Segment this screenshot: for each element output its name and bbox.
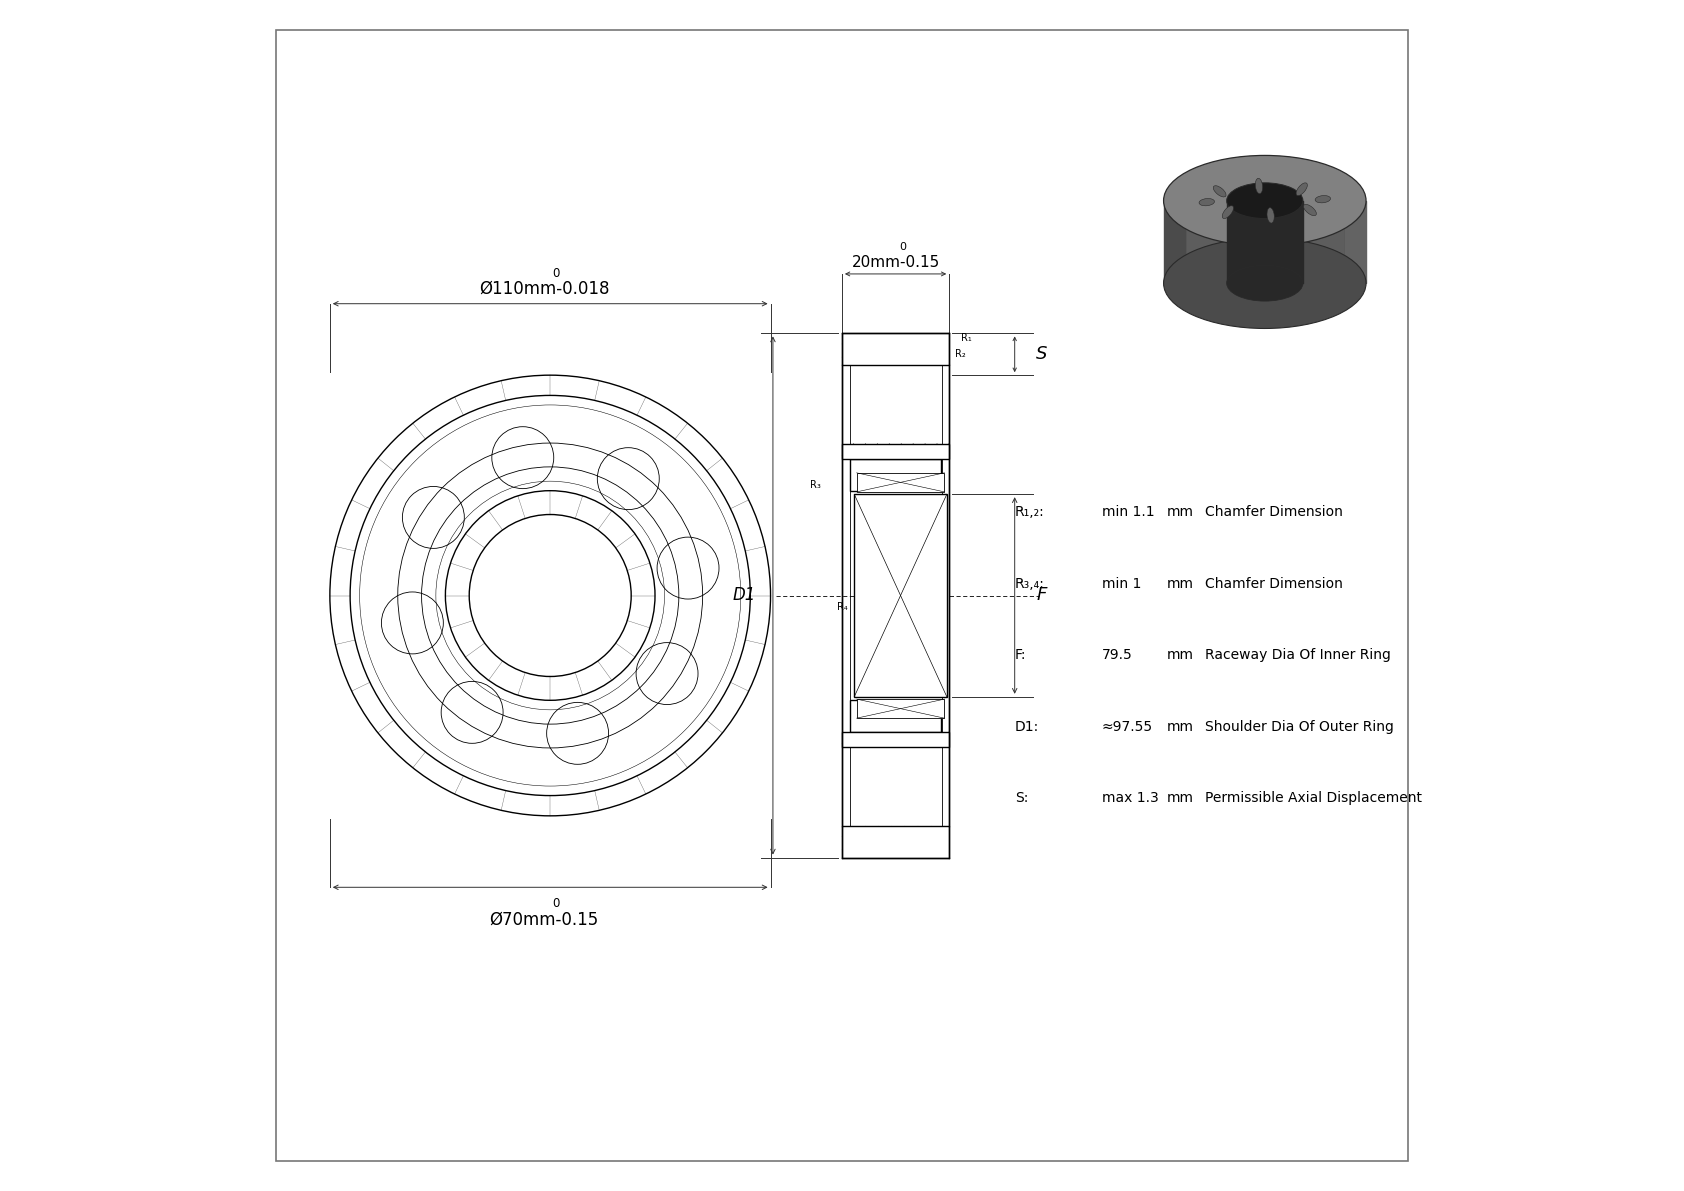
Text: D1: D1 (733, 586, 756, 605)
Text: Shoulder Dia Of Outer Ring: Shoulder Dia Of Outer Ring (1206, 719, 1394, 734)
Ellipse shape (1315, 195, 1330, 202)
Text: Chamfer Dimension: Chamfer Dimension (1206, 576, 1344, 591)
Text: 20mm-0.15: 20mm-0.15 (852, 255, 940, 270)
Text: R₄: R₄ (837, 603, 849, 612)
Ellipse shape (1255, 179, 1263, 194)
Text: mm: mm (1167, 505, 1194, 519)
Text: 0: 0 (552, 897, 559, 910)
Ellipse shape (1266, 207, 1275, 223)
Bar (850, 460, 941, 491)
Bar (842, 827, 950, 858)
Text: mm: mm (1167, 791, 1194, 805)
Text: 0: 0 (899, 243, 906, 252)
Text: D1:: D1: (1015, 719, 1039, 734)
Ellipse shape (1164, 156, 1366, 247)
Text: F: F (1036, 586, 1046, 605)
Ellipse shape (1297, 183, 1307, 195)
Text: Permissible Axial Displacement: Permissible Axial Displacement (1206, 791, 1423, 805)
Bar (857, 699, 945, 718)
Ellipse shape (1303, 205, 1317, 216)
Ellipse shape (1226, 182, 1303, 219)
Ellipse shape (1164, 238, 1366, 329)
Text: R₁: R₁ (962, 333, 972, 343)
Ellipse shape (1199, 199, 1214, 206)
Text: 79.5: 79.5 (1101, 648, 1132, 662)
Text: R₁,₂:: R₁,₂: (1015, 505, 1044, 519)
Bar (842, 731, 950, 748)
Text: max 1.3: max 1.3 (1101, 791, 1159, 805)
Bar (842, 333, 950, 364)
Bar (850, 700, 941, 731)
Text: min 1.1: min 1.1 (1101, 505, 1154, 519)
Bar (842, 443, 950, 460)
Ellipse shape (1223, 206, 1233, 218)
Text: R₂: R₂ (955, 349, 967, 358)
Bar (854, 494, 946, 697)
Text: mm: mm (1167, 648, 1194, 662)
Text: Chamfer Dimension: Chamfer Dimension (1206, 505, 1344, 519)
Text: mm: mm (1167, 719, 1194, 734)
Ellipse shape (1212, 186, 1226, 197)
Bar (857, 473, 945, 492)
Text: R₃,₄:: R₃,₄: (1015, 576, 1044, 591)
Ellipse shape (1226, 266, 1303, 301)
Text: Raceway Dia Of Inner Ring: Raceway Dia Of Inner Ring (1206, 648, 1391, 662)
Text: mm: mm (1167, 576, 1194, 591)
Text: Ø70mm-0.15: Ø70mm-0.15 (490, 911, 600, 929)
Text: S: S (1036, 345, 1047, 363)
Text: ≈97.55: ≈97.55 (1101, 719, 1154, 734)
Text: S:: S: (1015, 791, 1027, 805)
Text: F:: F: (1015, 648, 1026, 662)
Text: Ø110mm-0.018: Ø110mm-0.018 (478, 280, 610, 298)
Text: min 1: min 1 (1101, 576, 1142, 591)
Text: 0: 0 (552, 267, 559, 280)
Text: R₃: R₃ (810, 480, 820, 490)
